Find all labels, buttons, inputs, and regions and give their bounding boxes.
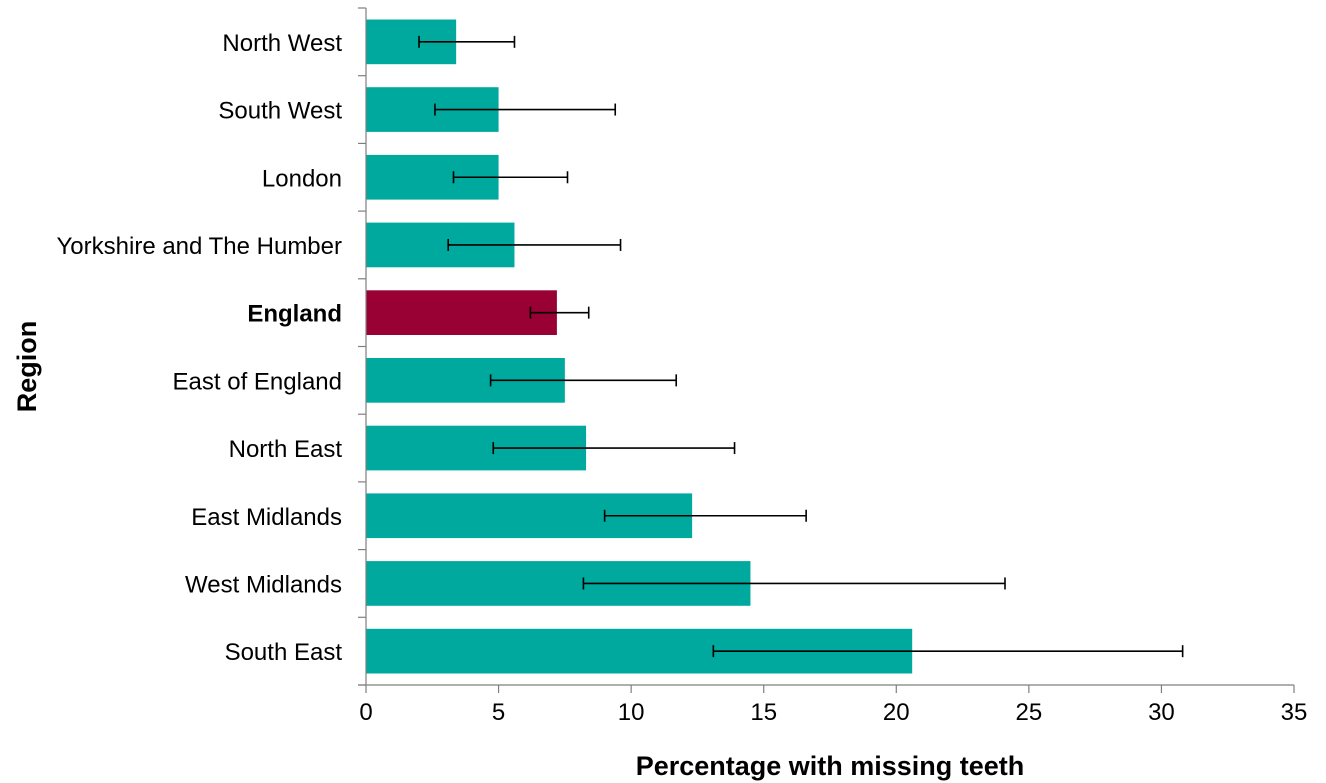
category-label-south-east: South East [225, 639, 343, 666]
axes-group [358, 7, 1295, 693]
category-label-west-midlands: West Midlands [185, 571, 342, 598]
error-bar-south-west [434, 103, 617, 116]
error-bar-north-west [418, 35, 516, 48]
y-axis-title: Region [12, 321, 42, 413]
error-bar-west-midlands [582, 577, 1006, 590]
category-labels-group: North West South West London Yorkshire and … [57, 30, 343, 666]
x-tick-label: 5 [492, 699, 505, 726]
category-label-south-west: South West [218, 98, 342, 125]
bar-england [366, 290, 557, 335]
x-tick-label: 20 [883, 699, 910, 726]
bars-group [366, 19, 913, 674]
error-bar-east-midlands [603, 509, 807, 522]
error-bars-group [418, 35, 1184, 658]
category-label-north-west: North West [222, 30, 342, 57]
x-tick-label: 15 [750, 699, 777, 726]
error-bar-north-east [492, 442, 736, 455]
error-bar-south-east [712, 645, 1184, 658]
tick-labels-group: 0 5 10 15 20 25 30 35 [359, 699, 1307, 726]
category-label-north-east: North East [229, 436, 343, 463]
category-label-east-midlands: East Midlands [191, 504, 342, 531]
x-tick-label: 0 [359, 699, 372, 726]
x-axis-title: Percentage with missing teeth [636, 751, 1025, 781]
category-label-east-of-england: East of England [173, 368, 342, 395]
x-tick-label: 30 [1148, 699, 1175, 726]
error-bar-england [529, 306, 590, 319]
x-tick-label: 25 [1016, 699, 1043, 726]
category-label-england: England [247, 301, 342, 328]
error-bar-east-of-england [489, 374, 678, 387]
category-label-london: London [262, 165, 342, 192]
category-label-yorkshire-and-the-humber: Yorkshire and The Humber [57, 233, 343, 260]
x-tick-label: 35 [1281, 699, 1308, 726]
x-tick-label: 10 [618, 699, 645, 726]
error-bar-yorkshire-and-the-humber [447, 238, 622, 251]
error-bar-london [452, 171, 569, 184]
